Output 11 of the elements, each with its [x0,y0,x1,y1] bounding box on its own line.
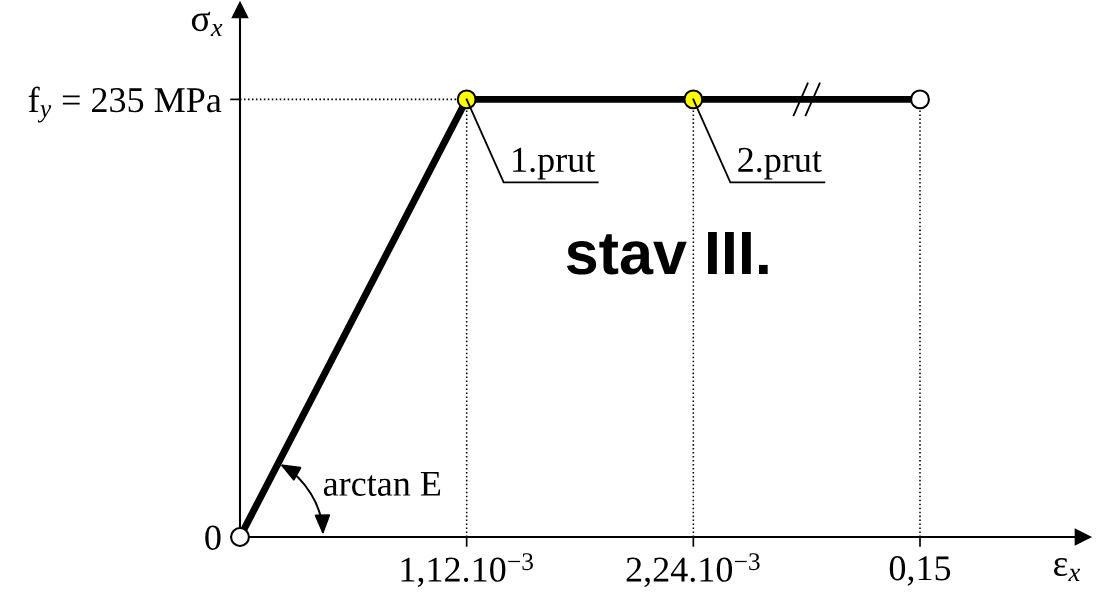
y-axis-title: σ$_{x}$ [191,11,223,36]
annotation: 1.prut [513,147,596,180]
x-tick-label: 2,24.10$^{−3}$ [626,553,760,588]
annotation: arctan E [323,471,441,496]
annotation: 2.prut [738,147,822,180]
x-tick-label: 1,12.10$^{−3}$ [401,553,533,588]
x-tick-label: 0,15 [889,556,951,586]
y-tick-label: f$_{y}$ = 235 MPa [28,86,222,123]
y-tick-label: 0 [205,525,221,550]
x-axis-title: ε$_{x}$ [1053,558,1081,581]
annotation: stav III. [566,231,768,275]
